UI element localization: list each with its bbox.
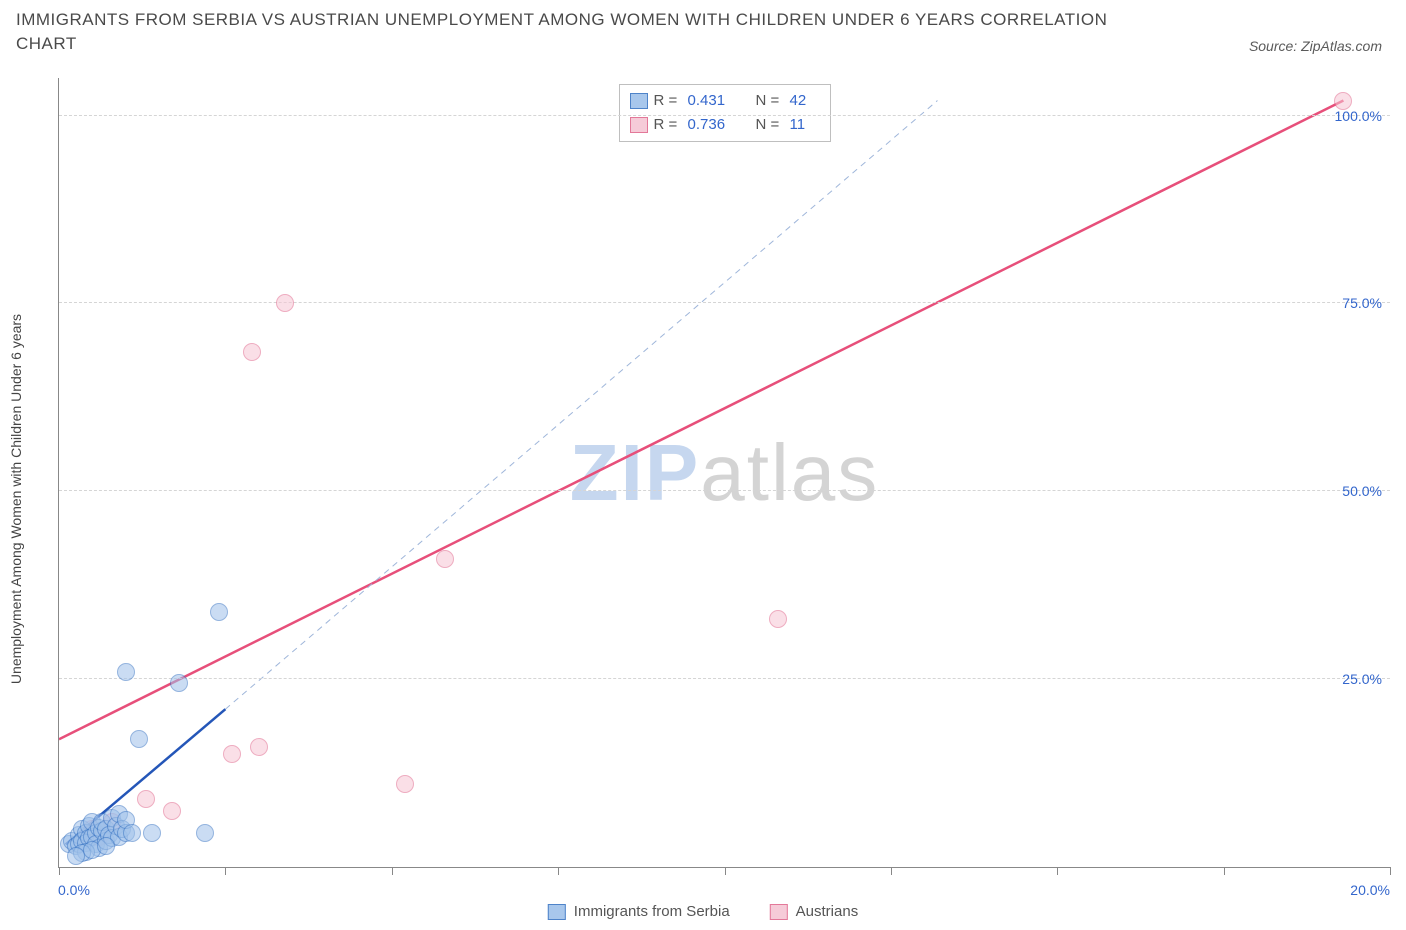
data-point-blue <box>123 824 141 842</box>
n-value-pink: 11 <box>790 113 820 137</box>
y-tick-label: 25.0% <box>1342 671 1382 687</box>
x-tick <box>1390 867 1391 875</box>
series-name-pink: Austrians <box>796 903 859 920</box>
gridline: 75.0% <box>59 302 1390 303</box>
x-tick <box>59 867 60 875</box>
x-tick <box>891 867 892 875</box>
swatch-blue-icon <box>630 93 648 109</box>
data-point-pink <box>1334 92 1352 110</box>
y-tick-label: 75.0% <box>1342 295 1382 311</box>
r-label: R = <box>654 89 682 113</box>
chart-title: IMMIGRANTS FROM SERBIA VS AUSTRIAN UNEMP… <box>16 8 1116 56</box>
trend-line <box>59 101 1343 740</box>
data-point-pink <box>396 775 414 793</box>
data-point-blue <box>196 824 214 842</box>
data-point-pink <box>243 343 261 361</box>
gridline: 100.0% <box>59 115 1390 116</box>
series-legend: Immigrants from Serbia Austrians <box>548 903 858 920</box>
data-point-blue <box>117 663 135 681</box>
legend-item-blue: Immigrants from Serbia <box>548 903 730 920</box>
watermark-zip: ZIP <box>570 428 700 517</box>
n-label: N = <box>756 89 784 113</box>
data-point-pink <box>769 610 787 628</box>
x-tick <box>1057 867 1058 875</box>
source-attribution: Source: ZipAtlas.com <box>1249 38 1382 54</box>
n-value-blue: 42 <box>790 89 820 113</box>
correlation-legend: R = 0.431 N = 42 R = 0.736 N = 11 <box>619 84 831 142</box>
data-point-pink <box>436 550 454 568</box>
n-label: N = <box>756 113 784 137</box>
swatch-pink-icon <box>770 904 788 920</box>
data-point-blue <box>210 603 228 621</box>
legend-row-pink: R = 0.736 N = 11 <box>630 113 820 137</box>
x-tick <box>1224 867 1225 875</box>
legend-item-pink: Austrians <box>770 903 859 920</box>
x-tick <box>725 867 726 875</box>
swatch-blue-icon <box>548 904 566 920</box>
data-point-blue <box>170 674 188 692</box>
x-tick <box>225 867 226 875</box>
watermark-atlas: atlas <box>700 428 879 517</box>
plot-area: ZIPatlas R = 0.431 N = 42 R = 0.736 N = … <box>58 78 1390 868</box>
x-tick <box>558 867 559 875</box>
r-value-pink: 0.736 <box>688 113 750 137</box>
x-min-label: 0.0% <box>58 882 90 898</box>
data-point-pink <box>137 790 155 808</box>
gridline: 25.0% <box>59 678 1390 679</box>
gridline: 50.0% <box>59 490 1390 491</box>
trend-line <box>225 101 937 710</box>
r-label: R = <box>654 113 682 137</box>
r-value-blue: 0.431 <box>688 89 750 113</box>
data-point-pink <box>276 294 294 312</box>
data-point-pink <box>163 802 181 820</box>
x-max-label: 20.0% <box>1350 882 1390 898</box>
x-tick <box>392 867 393 875</box>
data-point-pink <box>250 738 268 756</box>
y-axis-label: Unemployment Among Women with Children U… <box>8 314 24 684</box>
legend-row-blue: R = 0.431 N = 42 <box>630 89 820 113</box>
data-point-blue <box>143 824 161 842</box>
data-point-blue <box>97 837 115 855</box>
y-tick-label: 100.0% <box>1335 108 1382 124</box>
data-point-blue <box>67 847 85 865</box>
watermark: ZIPatlas <box>570 427 879 519</box>
data-point-pink <box>223 745 241 763</box>
series-name-blue: Immigrants from Serbia <box>574 903 730 920</box>
chart-container: Unemployment Among Women with Children U… <box>16 78 1390 920</box>
data-point-blue <box>130 730 148 748</box>
y-tick-label: 50.0% <box>1342 483 1382 499</box>
swatch-pink-icon <box>630 117 648 133</box>
